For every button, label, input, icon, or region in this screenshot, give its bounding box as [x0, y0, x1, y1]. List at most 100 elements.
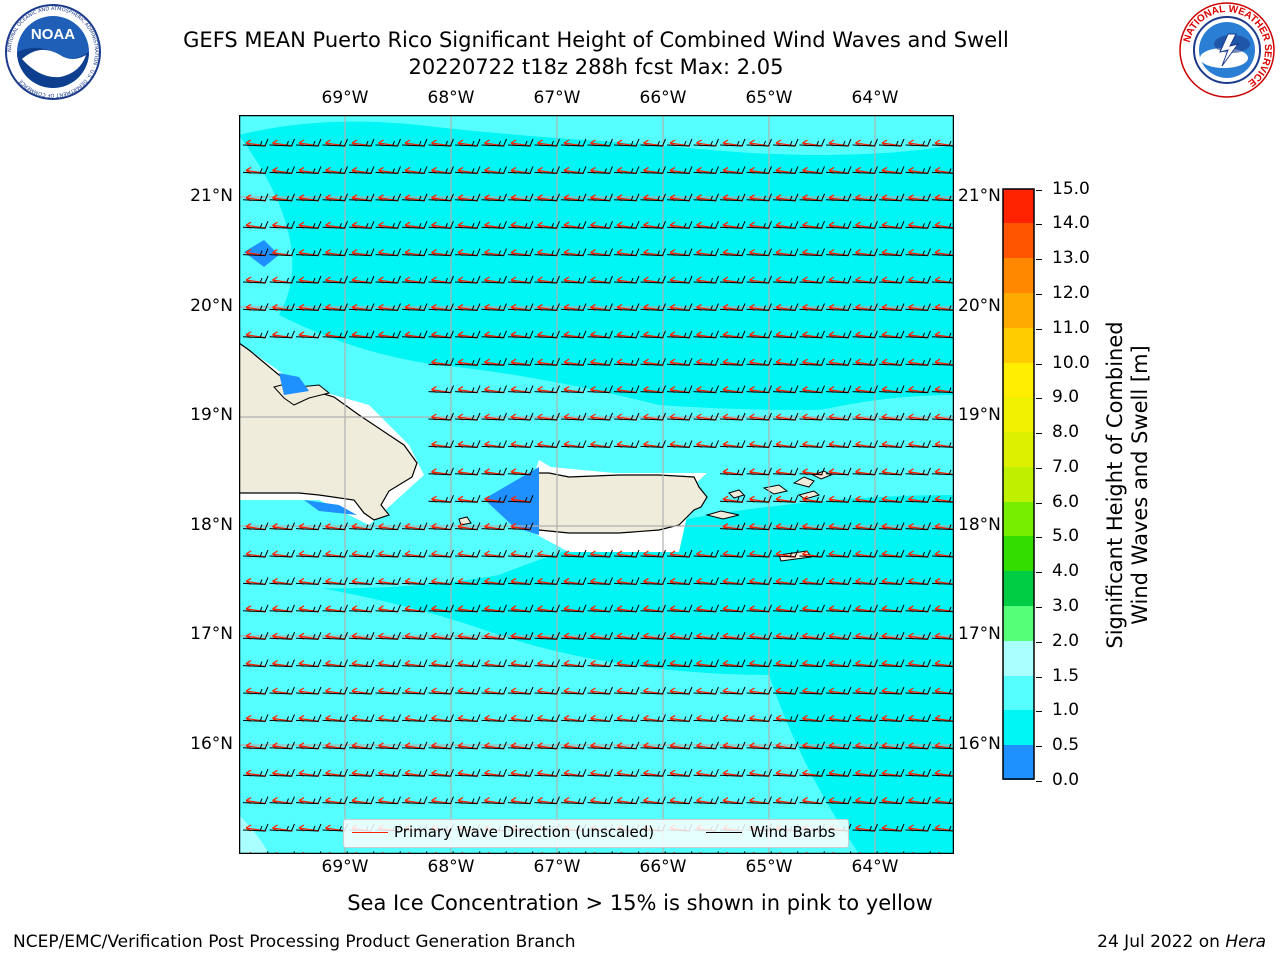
wind-barb [931, 414, 954, 421]
wind-barb [295, 330, 322, 339]
wind-barb [322, 221, 348, 229]
wind-barb [746, 330, 772, 339]
wind-barb [772, 769, 799, 777]
wind-barb [428, 303, 454, 311]
wind-barb [375, 275, 401, 284]
wind-barb [587, 330, 613, 339]
wind-barb [587, 440, 613, 448]
colorbar-tick-mark [1036, 224, 1042, 225]
colorbar-tick-mark [1036, 781, 1042, 782]
wind-barb [640, 796, 666, 805]
wind-barb [852, 714, 878, 722]
wind-barb [931, 579, 954, 585]
wind-barb [772, 522, 799, 531]
wind-barb [375, 166, 401, 174]
wind-barb [560, 632, 587, 640]
wind-barb [931, 332, 954, 339]
wind-barb [481, 412, 507, 421]
colorbar-band [1003, 432, 1034, 467]
wind-barb [640, 275, 666, 284]
wind-barb [269, 303, 295, 311]
wind-barb [799, 632, 825, 640]
wind-barb [534, 221, 560, 229]
wind-barb [905, 412, 931, 421]
wind-barb [401, 769, 428, 777]
wind-barb [799, 741, 825, 750]
wind-barb [428, 796, 454, 805]
wind-barb [905, 577, 931, 585]
colorbar-tick-label: 15.0 [1052, 179, 1090, 199]
wind-barb [242, 248, 269, 257]
wind-barb [481, 138, 507, 147]
colorbar-band [1003, 641, 1034, 676]
wind-barb [719, 358, 746, 366]
wind-barb [269, 686, 295, 695]
wind-barb [428, 412, 454, 421]
wind-barb [560, 714, 587, 722]
wind-barb [905, 823, 931, 832]
wind-barb [534, 193, 560, 202]
wind-barb [587, 412, 613, 421]
wind-barb [534, 632, 560, 640]
wind-barb [640, 138, 666, 147]
wind-barb [428, 769, 454, 777]
wind-barb [587, 796, 613, 805]
wind-barb [454, 385, 481, 394]
wind-barb [295, 221, 322, 229]
wind-barb [825, 138, 852, 147]
wind-barb [507, 193, 534, 202]
wind-barb [772, 604, 799, 613]
lat-label-right: 18°N [958, 515, 1001, 535]
wind-barb [746, 193, 772, 202]
lat-label-right: 20°N [958, 296, 1001, 316]
wind-barb [375, 769, 401, 777]
wind-barb [454, 166, 481, 174]
wind-barb [507, 166, 534, 174]
wind-barb [799, 714, 825, 722]
wind-barb [878, 769, 905, 777]
wind-barb [579, 851, 587, 854]
wind-barb [666, 138, 693, 147]
wind-barb [719, 275, 746, 284]
wind-barb [825, 604, 852, 613]
wind-barb [613, 577, 640, 585]
wind-barb [799, 522, 825, 531]
wind-barb [852, 412, 878, 421]
wind-barb [613, 275, 640, 284]
colorbar-tick-label: 1.5 [1052, 666, 1080, 686]
wind-barb [931, 497, 954, 503]
wind-barb [772, 495, 799, 503]
wind-barb [587, 549, 613, 558]
wind-barb [931, 140, 954, 147]
wind-barb [825, 412, 852, 421]
wind-barb [746, 741, 772, 750]
wind-barb [905, 495, 931, 503]
wind-barb [666, 330, 693, 339]
wind-barb [454, 769, 481, 777]
wind-barb [269, 193, 295, 202]
wind-barb [878, 193, 905, 202]
wind-barb [799, 358, 825, 366]
wind-barb [693, 796, 719, 805]
colorbar-band [1003, 363, 1034, 397]
wind-barb [878, 221, 905, 229]
wind-barb [507, 138, 534, 147]
colorbar-tick-mark [1036, 468, 1042, 469]
wind-barb [507, 549, 534, 558]
colorbar-tick-label: 3.0 [1052, 596, 1080, 616]
colorbar [1002, 188, 1035, 780]
wave-direction-legend-label: Primary Wave Direction (unscaled) [394, 823, 655, 841]
wind-barb [878, 412, 905, 421]
wind-barb [799, 659, 825, 668]
wind-barb [269, 549, 295, 558]
wind-barb [348, 659, 375, 668]
wind-barb [375, 796, 401, 805]
wind-barb [375, 686, 401, 695]
wind-barb [685, 851, 693, 854]
wind-barb [454, 659, 481, 668]
wind-barb [825, 632, 852, 640]
wind-barb [428, 193, 454, 202]
wind-barb [825, 221, 852, 229]
wind-barb [605, 851, 613, 854]
wind-barb [852, 221, 878, 229]
